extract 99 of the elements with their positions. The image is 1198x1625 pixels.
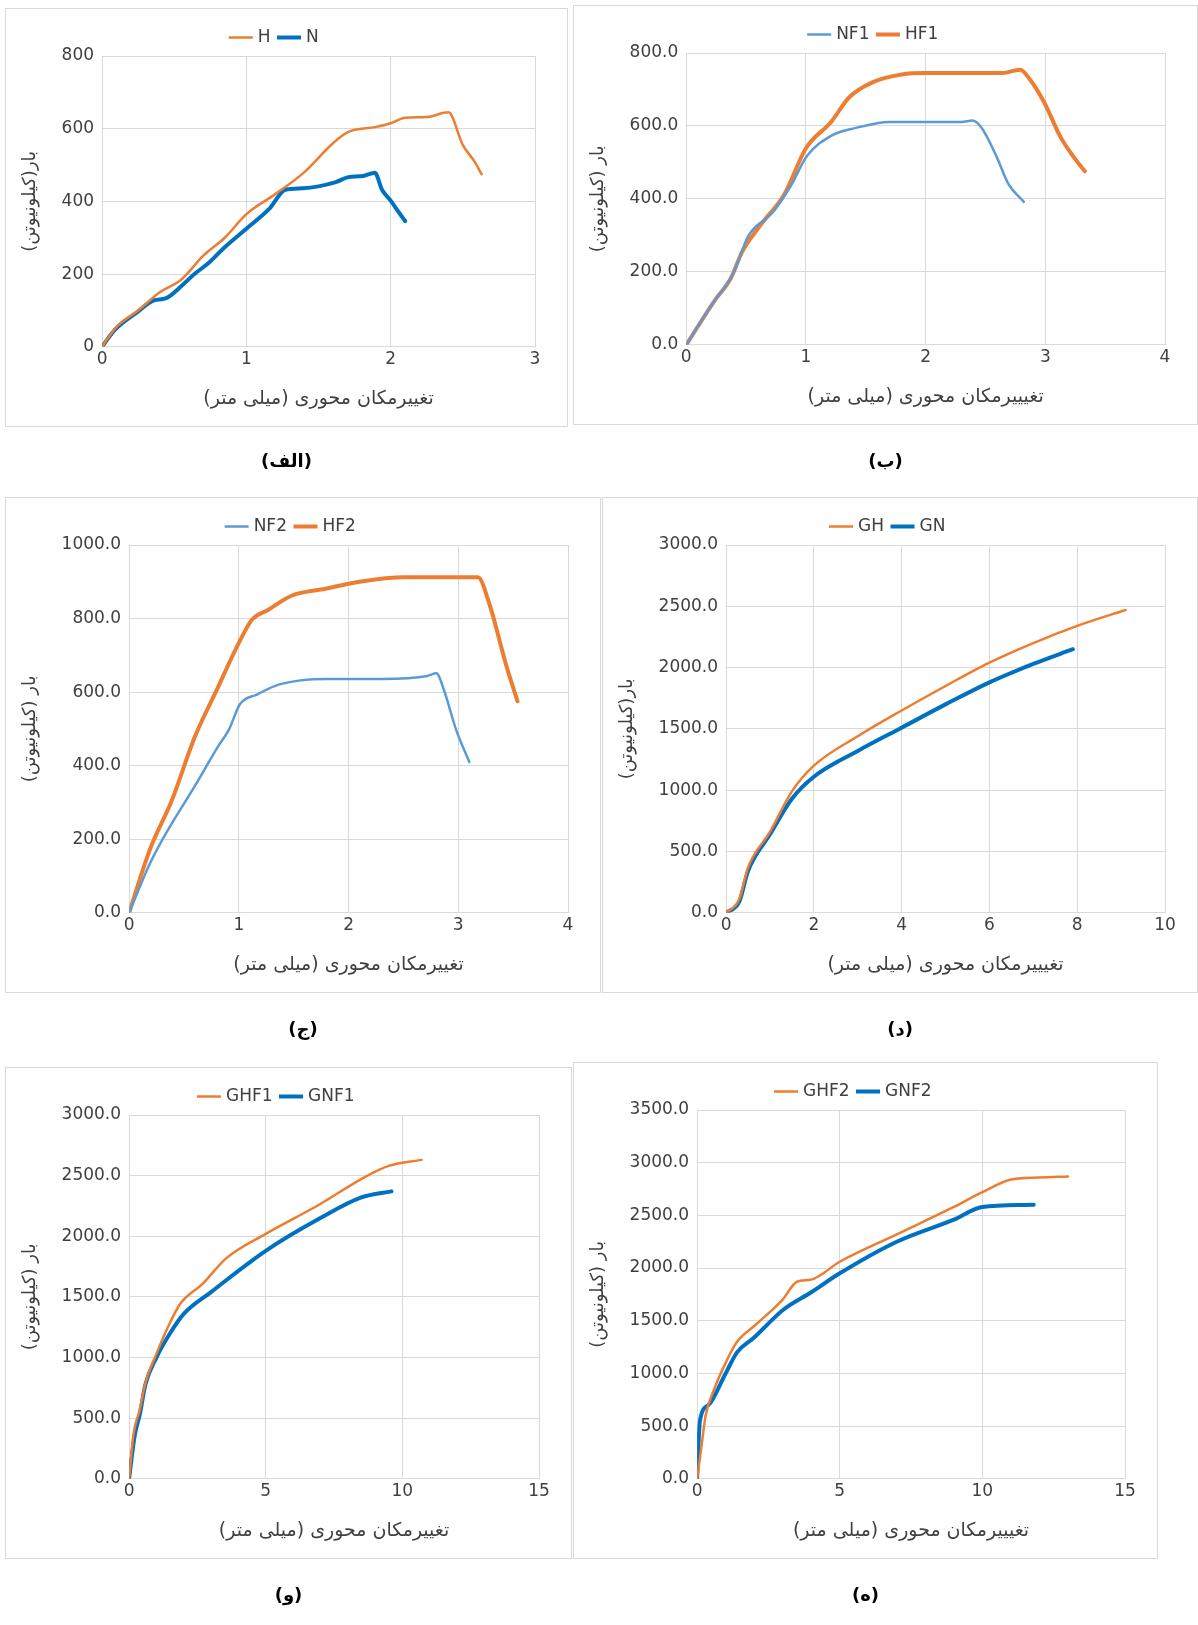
y-tick-label: 500.0 xyxy=(72,1406,122,1427)
x-tick-label: 15 xyxy=(528,1480,550,1501)
text: (د) xyxy=(886,1018,914,1039)
y-tick-label: 200 xyxy=(61,262,95,283)
y-tick-label: 0.0 xyxy=(691,901,719,922)
legend-label: GNF1 xyxy=(308,1084,355,1105)
y-tick-label: 3000.0 xyxy=(629,1151,690,1172)
y-tick-label: 2500.0 xyxy=(658,594,719,615)
y-tick-label: 600.0 xyxy=(72,680,122,701)
line-series xyxy=(102,111,483,347)
y-tick-label: 200.0 xyxy=(72,827,122,848)
y-tick-label: 200.0 xyxy=(629,260,679,281)
x-tick-label: 1 xyxy=(240,348,252,369)
y-tick-label: 3500.0 xyxy=(629,1098,690,1119)
y-tick-label: 800.0 xyxy=(629,41,679,62)
y-tick-label: 0.0 xyxy=(94,1467,122,1488)
y-tick-label: 2500.0 xyxy=(61,1164,122,1185)
y-tick-label: 800 xyxy=(61,44,95,65)
x-tick-label: 2 xyxy=(808,914,820,935)
line-series xyxy=(726,608,1127,913)
x-tick-label: 2 xyxy=(385,348,397,369)
y-tick-label: 0.0 xyxy=(94,901,122,922)
y-tick-label: 500.0 xyxy=(640,1414,690,1435)
x-axis-title: تغییرمکان محوری (میلی متر) xyxy=(203,385,434,409)
x-tick-label: 3 xyxy=(1039,346,1051,367)
x-axis-title: تغییرمکان محوری (میلی متر) xyxy=(233,951,464,975)
x-tick-label: 10 xyxy=(1154,914,1176,935)
x-tick-label: 5 xyxy=(260,1480,272,1501)
x-tick-label: 2 xyxy=(920,346,932,367)
y-tick-label: 1500.0 xyxy=(629,1309,690,1330)
y-tick-label: 600 xyxy=(61,117,95,138)
y-tick-label: 600.0 xyxy=(629,114,679,135)
y-tick-label: 400.0 xyxy=(629,187,679,208)
y-tick-label: 1500.0 xyxy=(61,1285,122,1306)
y-tick-label: 2500.0 xyxy=(629,1203,690,1224)
line-series xyxy=(129,575,520,913)
x-tick-label: 1 xyxy=(233,914,245,935)
y-tick-label: 400 xyxy=(61,189,95,210)
y-tick-label: 2000.0 xyxy=(61,1224,122,1245)
x-tick-label: 2 xyxy=(343,914,354,935)
x-tick-label: 0 xyxy=(720,914,732,935)
y-tick-label: 2000.0 xyxy=(658,656,719,677)
x-tick-label: 4 xyxy=(1159,346,1171,367)
text: (الف) xyxy=(260,450,313,471)
y-axis-title: بار(کیلونیوتن) xyxy=(615,678,638,780)
y-tick-label: 1000.0 xyxy=(61,533,122,554)
y-axis-title: بار (کیلونیوتن) xyxy=(18,675,41,783)
legend-label: GH xyxy=(858,514,885,535)
x-tick-label: 15 xyxy=(1114,1480,1136,1501)
legend-label: GNF2 xyxy=(885,1079,932,1100)
x-tick-label: 3 xyxy=(452,914,464,935)
legend-label: HF2 xyxy=(322,514,356,535)
text: (ب) xyxy=(867,450,904,471)
line-series xyxy=(697,1175,1070,1479)
x-tick-label: 1 xyxy=(800,346,812,367)
y-tick-label: 1000.0 xyxy=(658,778,719,799)
line-series xyxy=(129,1158,423,1479)
y-axis-title: بار (کیلونیوتن) xyxy=(586,145,609,253)
y-tick-label: 3000.0 xyxy=(61,1103,122,1124)
y-tick-label: 800.0 xyxy=(72,606,122,627)
legend-label: N xyxy=(306,25,319,46)
x-tick-label: 6 xyxy=(984,914,995,935)
y-tick-label: 500.0 xyxy=(669,839,719,860)
y-tick-label: 0.0 xyxy=(662,1467,690,1488)
text: (ه) xyxy=(850,1584,881,1605)
y-tick-label: 1000.0 xyxy=(629,1361,690,1382)
x-tick-label: 10 xyxy=(391,1480,414,1501)
x-tick-label: 5 xyxy=(834,1480,846,1501)
x-tick-label: 10 xyxy=(971,1480,994,1501)
legend-label: NF2 xyxy=(253,514,287,535)
y-axis-title: بار (کیلونیوتن) xyxy=(18,1243,41,1351)
line-series xyxy=(686,119,1026,345)
y-axis-title: بار(کیلونیوتن) xyxy=(18,150,41,252)
text: (و) xyxy=(273,1584,304,1605)
y-tick-label: 1500.0 xyxy=(658,717,719,738)
x-tick-label: 4 xyxy=(896,914,908,935)
x-tick-label: 8 xyxy=(1071,914,1083,935)
legend-label: HF1 xyxy=(904,22,939,43)
x-axis-title: تغیییرمکان محوری (میلی متر) xyxy=(827,951,1064,975)
x-tick-label: 0 xyxy=(123,914,135,935)
text: (ج) xyxy=(287,1018,319,1039)
y-tick-label: 3000.0 xyxy=(658,533,719,554)
legend-label: GHF1 xyxy=(225,1084,273,1105)
legend-label: GHF2 xyxy=(802,1079,850,1100)
x-axis-title: تغیییرمکان محوری (میلی متر) xyxy=(792,1517,1030,1541)
line-series xyxy=(129,672,471,913)
legend-label: NF1 xyxy=(836,22,870,43)
y-tick-label: 400.0 xyxy=(72,754,122,775)
legend-label: H xyxy=(257,25,271,46)
x-tick-label: 3 xyxy=(529,348,541,369)
x-tick-label: 4 xyxy=(562,914,574,935)
y-axis-title: بار (کیلونیوتن) xyxy=(586,1241,609,1348)
y-tick-label: 0.0 xyxy=(651,333,679,354)
x-axis-title: تغییرمکان محوری (میلی متر) xyxy=(218,1517,450,1541)
x-axis-title: تغیییرمکان محوری (میلی متر) xyxy=(807,383,1044,407)
y-tick-label: 2000.0 xyxy=(629,1256,690,1277)
y-tick-label: 1000.0 xyxy=(61,1345,122,1366)
legend-label: GN xyxy=(919,514,946,535)
x-tick-label: 0 xyxy=(123,1480,135,1501)
